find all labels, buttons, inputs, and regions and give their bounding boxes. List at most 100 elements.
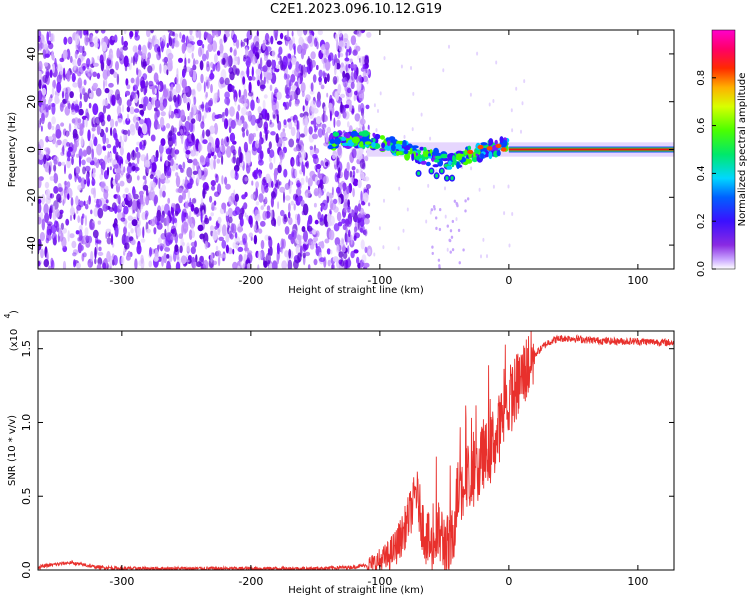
heatmap-speckle [301, 42, 307, 53]
heatmap-speckle [45, 188, 51, 199]
heatmap-speckle [367, 124, 370, 131]
heatmap-speckle [438, 227, 442, 232]
heatmap-speckle [159, 187, 163, 198]
heatmap-speckle [180, 167, 184, 173]
signal-blob-core [435, 173, 439, 178]
heatmap-speckle [69, 55, 73, 64]
heatmap-speckle [66, 131, 69, 138]
heatmap-speckle [102, 132, 107, 145]
heatmap-speckle [181, 78, 187, 90]
heatmap-speckle [203, 81, 206, 93]
heatmap-speckle [87, 67, 93, 77]
heatmap-speckle [130, 228, 134, 234]
heatmap-speckle [464, 209, 467, 213]
heatmap-speckle [325, 161, 329, 167]
signal-blob [350, 130, 358, 137]
heatmap-speckle [319, 179, 323, 187]
heatmap-speckle [80, 177, 86, 190]
heatmap-speckle [182, 161, 186, 170]
signal-blob [364, 141, 372, 145]
heatmap-speckle [221, 202, 227, 210]
heatmap-speckle [216, 50, 221, 56]
heatmap-speckle [38, 177, 42, 189]
heatmap-speckle [63, 36, 68, 46]
heatmap-speckle [199, 155, 205, 163]
heatmap-speckle [103, 79, 105, 90]
heatmap-speckle [61, 236, 67, 248]
heatmap-speckle [431, 251, 434, 256]
heatmap-speckle [239, 217, 244, 227]
heatmap-speckle [206, 63, 210, 72]
heatmap-speckle [50, 259, 55, 269]
heatmap-speckle [255, 181, 259, 189]
heatmap-speckle [146, 57, 150, 66]
heatmap-speckle [134, 258, 138, 269]
heatmap-speckle [50, 102, 56, 108]
heatmap-speckle [125, 78, 129, 86]
heatmap-speckle [110, 177, 114, 189]
heatmap-speckle [283, 73, 288, 80]
heatmap-speckle [192, 70, 197, 82]
heatmap-speckle [261, 178, 267, 186]
heatmap-speckle [145, 80, 149, 88]
heatmap-speckle [118, 141, 122, 149]
heatmap-speckle [236, 39, 240, 49]
heatmap-speckle [431, 245, 434, 249]
signal-blob [468, 153, 472, 159]
heatmap-speckle [56, 81, 62, 94]
heatmap-speckle [110, 233, 114, 246]
heatmap-speckle [291, 231, 295, 238]
heatmap-speckle [208, 216, 212, 221]
heatmap-speckle [318, 76, 322, 83]
signal-blob-core [429, 169, 433, 174]
heatmap-speckle [296, 129, 300, 141]
heatmap-speckle [202, 53, 207, 62]
heatmap-speckle [174, 40, 180, 48]
heatmap-speckle [140, 204, 144, 210]
heatmap-speckle [258, 168, 261, 177]
heatmap-speckle [271, 101, 277, 112]
heatmap-speckle [46, 228, 50, 236]
heatmap-speckle [134, 163, 138, 174]
heatmap-speckle [188, 35, 195, 42]
heatmap-speckle [121, 104, 125, 113]
heatmap-speckle [310, 82, 314, 92]
heatmap-speckle [297, 252, 302, 263]
heatmap-speckle [400, 64, 403, 69]
heatmap-speckle [235, 68, 240, 76]
heatmap-speckle [346, 87, 352, 94]
heatmap-speckle [121, 35, 124, 46]
heatmap-speckle [262, 210, 268, 221]
heatmap-speckle [226, 136, 229, 143]
heatmap-speckle [234, 206, 241, 215]
heatmap-speckle [316, 99, 322, 108]
heatmap-speckle [156, 89, 159, 101]
heatmap-speckle [320, 45, 326, 51]
colorbar-tick-label: 0.0 [696, 261, 707, 277]
heatmap-speckle [354, 205, 359, 216]
heatmap-speckle [49, 176, 54, 181]
heatmap-speckle [229, 71, 235, 81]
heatmap-speckle [102, 160, 106, 171]
heatmap-speckle [125, 159, 129, 164]
heatmap-speckle [182, 221, 189, 234]
heatmap-speckle [84, 227, 89, 237]
heatmap-speckle [192, 261, 197, 269]
heatmap-speckle [172, 213, 175, 225]
heatmap-speckle [342, 183, 346, 189]
heatmap-speckle [190, 241, 197, 247]
heatmap-speckle [226, 146, 232, 158]
heatmap-speckle [298, 139, 304, 146]
heatmap-speckle [238, 89, 241, 98]
heatmap-speckle [57, 161, 62, 167]
heatmap-speckle [81, 159, 86, 166]
heatmap-speckle [78, 155, 82, 168]
heatmap-speckle [253, 234, 258, 245]
heatmap-speckle [91, 148, 94, 160]
heatmap-speckle [268, 263, 273, 269]
heatmap-speckle [340, 101, 343, 113]
heatmap-speckle [199, 60, 204, 71]
heatmap-speckle [444, 214, 447, 219]
heatmap-speckle [303, 30, 308, 36]
heatmap-speckle [307, 35, 312, 44]
